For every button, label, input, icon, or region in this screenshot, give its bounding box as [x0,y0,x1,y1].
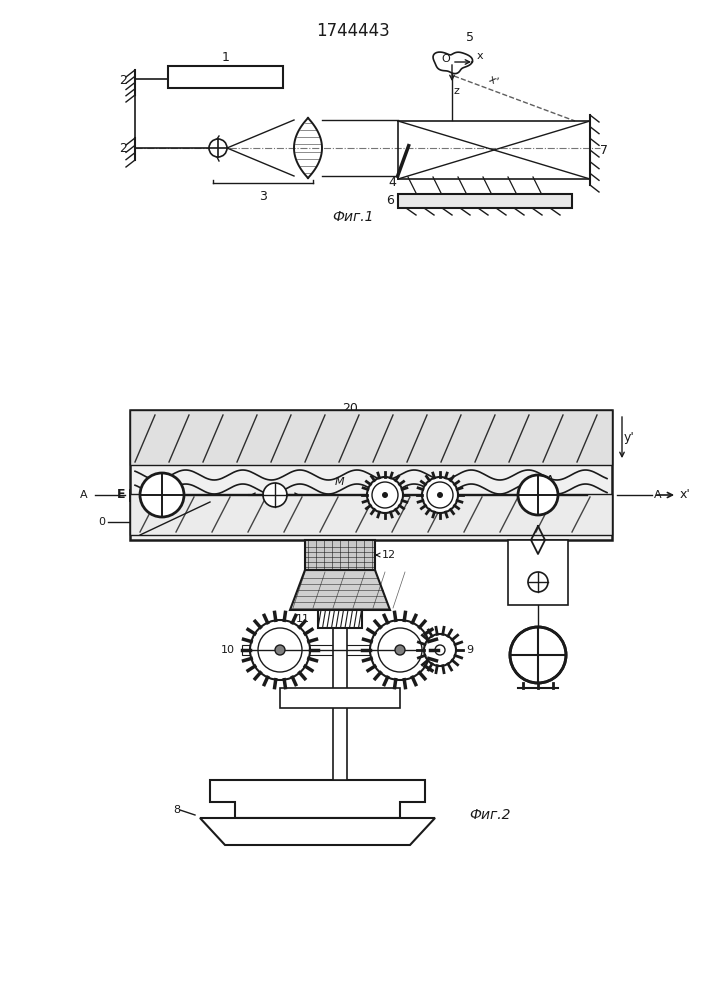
Text: z: z [454,86,460,96]
Bar [242,645,438,655]
Bar [333,628,347,780]
Circle shape [528,572,548,592]
Bar [130,494,612,535]
Circle shape [275,645,285,655]
Text: 10: 10 [221,645,235,655]
Text: x': x' [487,74,501,88]
Bar [508,540,568,605]
Bar [280,688,400,708]
Circle shape [437,492,443,498]
Bar [130,410,612,465]
Text: 5: 5 [466,31,474,44]
Text: A: A [654,490,662,500]
Circle shape [367,477,403,513]
Circle shape [382,492,388,498]
Bar [130,410,612,540]
Circle shape [424,634,456,666]
Text: x': x' [680,488,691,502]
Bar [398,194,572,208]
Circle shape [422,477,458,513]
Circle shape [250,620,310,680]
Text: O: O [441,54,450,64]
Bar [318,610,362,628]
Bar [305,540,375,570]
Text: x: x [477,51,484,61]
Circle shape [510,627,566,683]
Text: 0: 0 [98,517,105,527]
Text: 11: 11 [296,614,310,624]
Text: M: M [335,477,345,487]
Circle shape [209,139,227,157]
Text: 2: 2 [119,141,127,154]
Polygon shape [290,570,390,610]
Circle shape [263,483,287,507]
Bar [168,66,283,88]
Text: E: E [117,488,125,502]
Text: A: A [546,474,554,487]
Text: 6: 6 [386,194,394,208]
Text: 4: 4 [388,176,396,190]
Text: 12: 12 [382,550,396,560]
Text: Фиг.1: Фиг.1 [332,210,374,224]
Text: 1: 1 [221,51,230,64]
Text: 20: 20 [342,402,358,415]
Text: A: A [81,490,88,500]
Circle shape [518,475,558,515]
Text: 3: 3 [259,190,267,203]
Circle shape [395,645,405,655]
Text: 9: 9 [466,645,473,655]
Text: 1744443: 1744443 [316,22,390,40]
Circle shape [370,620,430,680]
Text: Фиг.2: Фиг.2 [469,808,510,822]
Polygon shape [200,818,435,845]
Polygon shape [210,780,425,818]
Circle shape [140,473,184,517]
Text: 2: 2 [119,74,127,87]
Text: y': y' [624,431,635,444]
Text: 8: 8 [173,805,180,815]
Text: 7: 7 [600,143,608,156]
